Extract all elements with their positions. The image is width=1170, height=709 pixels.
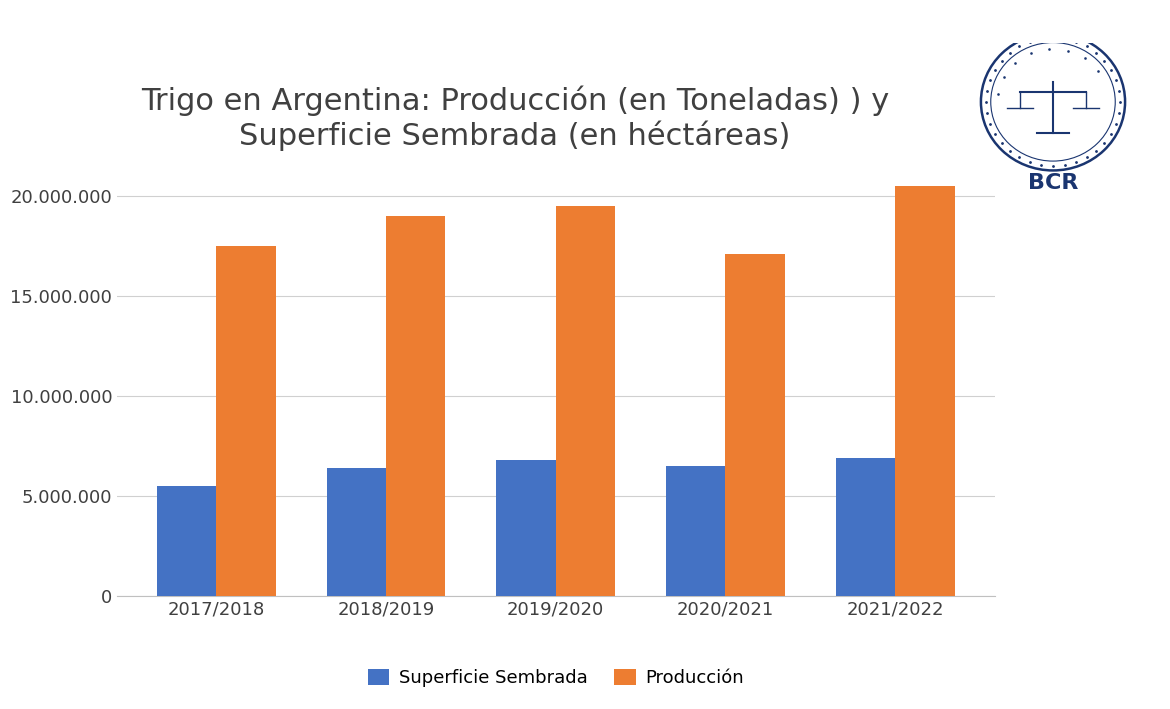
- Bar: [835, 458, 895, 596]
- Bar: [666, 466, 725, 596]
- Bar: [725, 254, 785, 596]
- Text: BCR: BCR: [1027, 173, 1079, 193]
- Text: Trigo en Argentina: Producción (en Toneladas) ) y
Superficie Sembrada (en héctár: Trigo en Argentina: Producción (en Tonel…: [140, 85, 889, 151]
- Bar: [895, 186, 955, 596]
- Bar: [556, 206, 615, 596]
- Bar: [157, 486, 216, 596]
- Bar: [326, 468, 386, 596]
- Legend: Superficie Sembrada, Producción: Superficie Sembrada, Producción: [360, 661, 751, 694]
- Bar: [496, 459, 556, 596]
- Bar: [386, 216, 446, 596]
- Bar: [216, 246, 276, 596]
